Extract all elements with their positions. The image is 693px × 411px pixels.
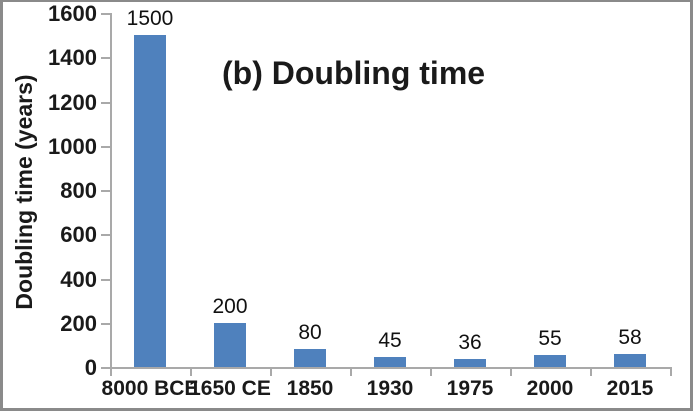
y-tick-label: 200 xyxy=(60,311,97,336)
y-tick-label: 400 xyxy=(60,267,97,292)
bar-value-label: 1500 xyxy=(126,7,174,30)
x-tick xyxy=(510,369,512,376)
y-tick xyxy=(101,190,110,192)
x-axis-label: 2000 xyxy=(526,377,574,400)
x-tick xyxy=(190,369,192,376)
bar-value-label: 80 xyxy=(298,321,322,344)
y-tick xyxy=(101,146,110,148)
bar xyxy=(454,359,486,367)
bar-value-label: 36 xyxy=(458,331,482,354)
y-tick-label: 0 xyxy=(84,355,97,380)
x-tick xyxy=(270,369,272,376)
x-axis-label: 1975 xyxy=(446,377,494,400)
y-tick xyxy=(101,234,110,236)
x-tick xyxy=(350,369,352,376)
y-tick-label: 1600 xyxy=(48,1,97,26)
y-tick xyxy=(101,279,110,281)
y-axis-line xyxy=(110,13,112,369)
x-axis-label: 1650 CE xyxy=(189,377,271,400)
x-tick xyxy=(430,369,432,376)
y-tick xyxy=(101,367,110,369)
bar-value-label: 58 xyxy=(618,326,642,349)
bar xyxy=(134,35,166,367)
bar xyxy=(294,349,326,367)
y-tick xyxy=(101,13,110,15)
y-tick xyxy=(101,323,110,325)
x-axis-label: 1930 xyxy=(366,377,414,400)
chart-title: (b) Doubling time xyxy=(222,55,486,91)
x-axis-label: 2015 xyxy=(606,377,654,400)
y-tick-label: 800 xyxy=(60,178,97,203)
x-tick xyxy=(670,369,672,376)
x-axis-line xyxy=(110,367,672,369)
x-axis-label: 8000 BCE xyxy=(101,377,199,400)
bar-value-label: 45 xyxy=(378,329,402,352)
y-tick xyxy=(101,102,110,104)
bar-value-label: 200 xyxy=(212,295,248,318)
y-tick-label: 600 xyxy=(60,222,97,247)
x-tick xyxy=(590,369,592,376)
bar xyxy=(614,354,646,367)
y-tick-label: 1000 xyxy=(48,134,97,159)
x-axis-label: 1850 xyxy=(286,377,334,400)
y-tick xyxy=(101,57,110,59)
y-tick-label: 1400 xyxy=(48,45,97,70)
bar xyxy=(374,357,406,367)
bar xyxy=(214,323,246,367)
bar xyxy=(534,355,566,367)
x-tick xyxy=(110,369,112,376)
bar-value-label: 55 xyxy=(538,327,562,350)
y-tick-label: 1200 xyxy=(48,90,97,115)
